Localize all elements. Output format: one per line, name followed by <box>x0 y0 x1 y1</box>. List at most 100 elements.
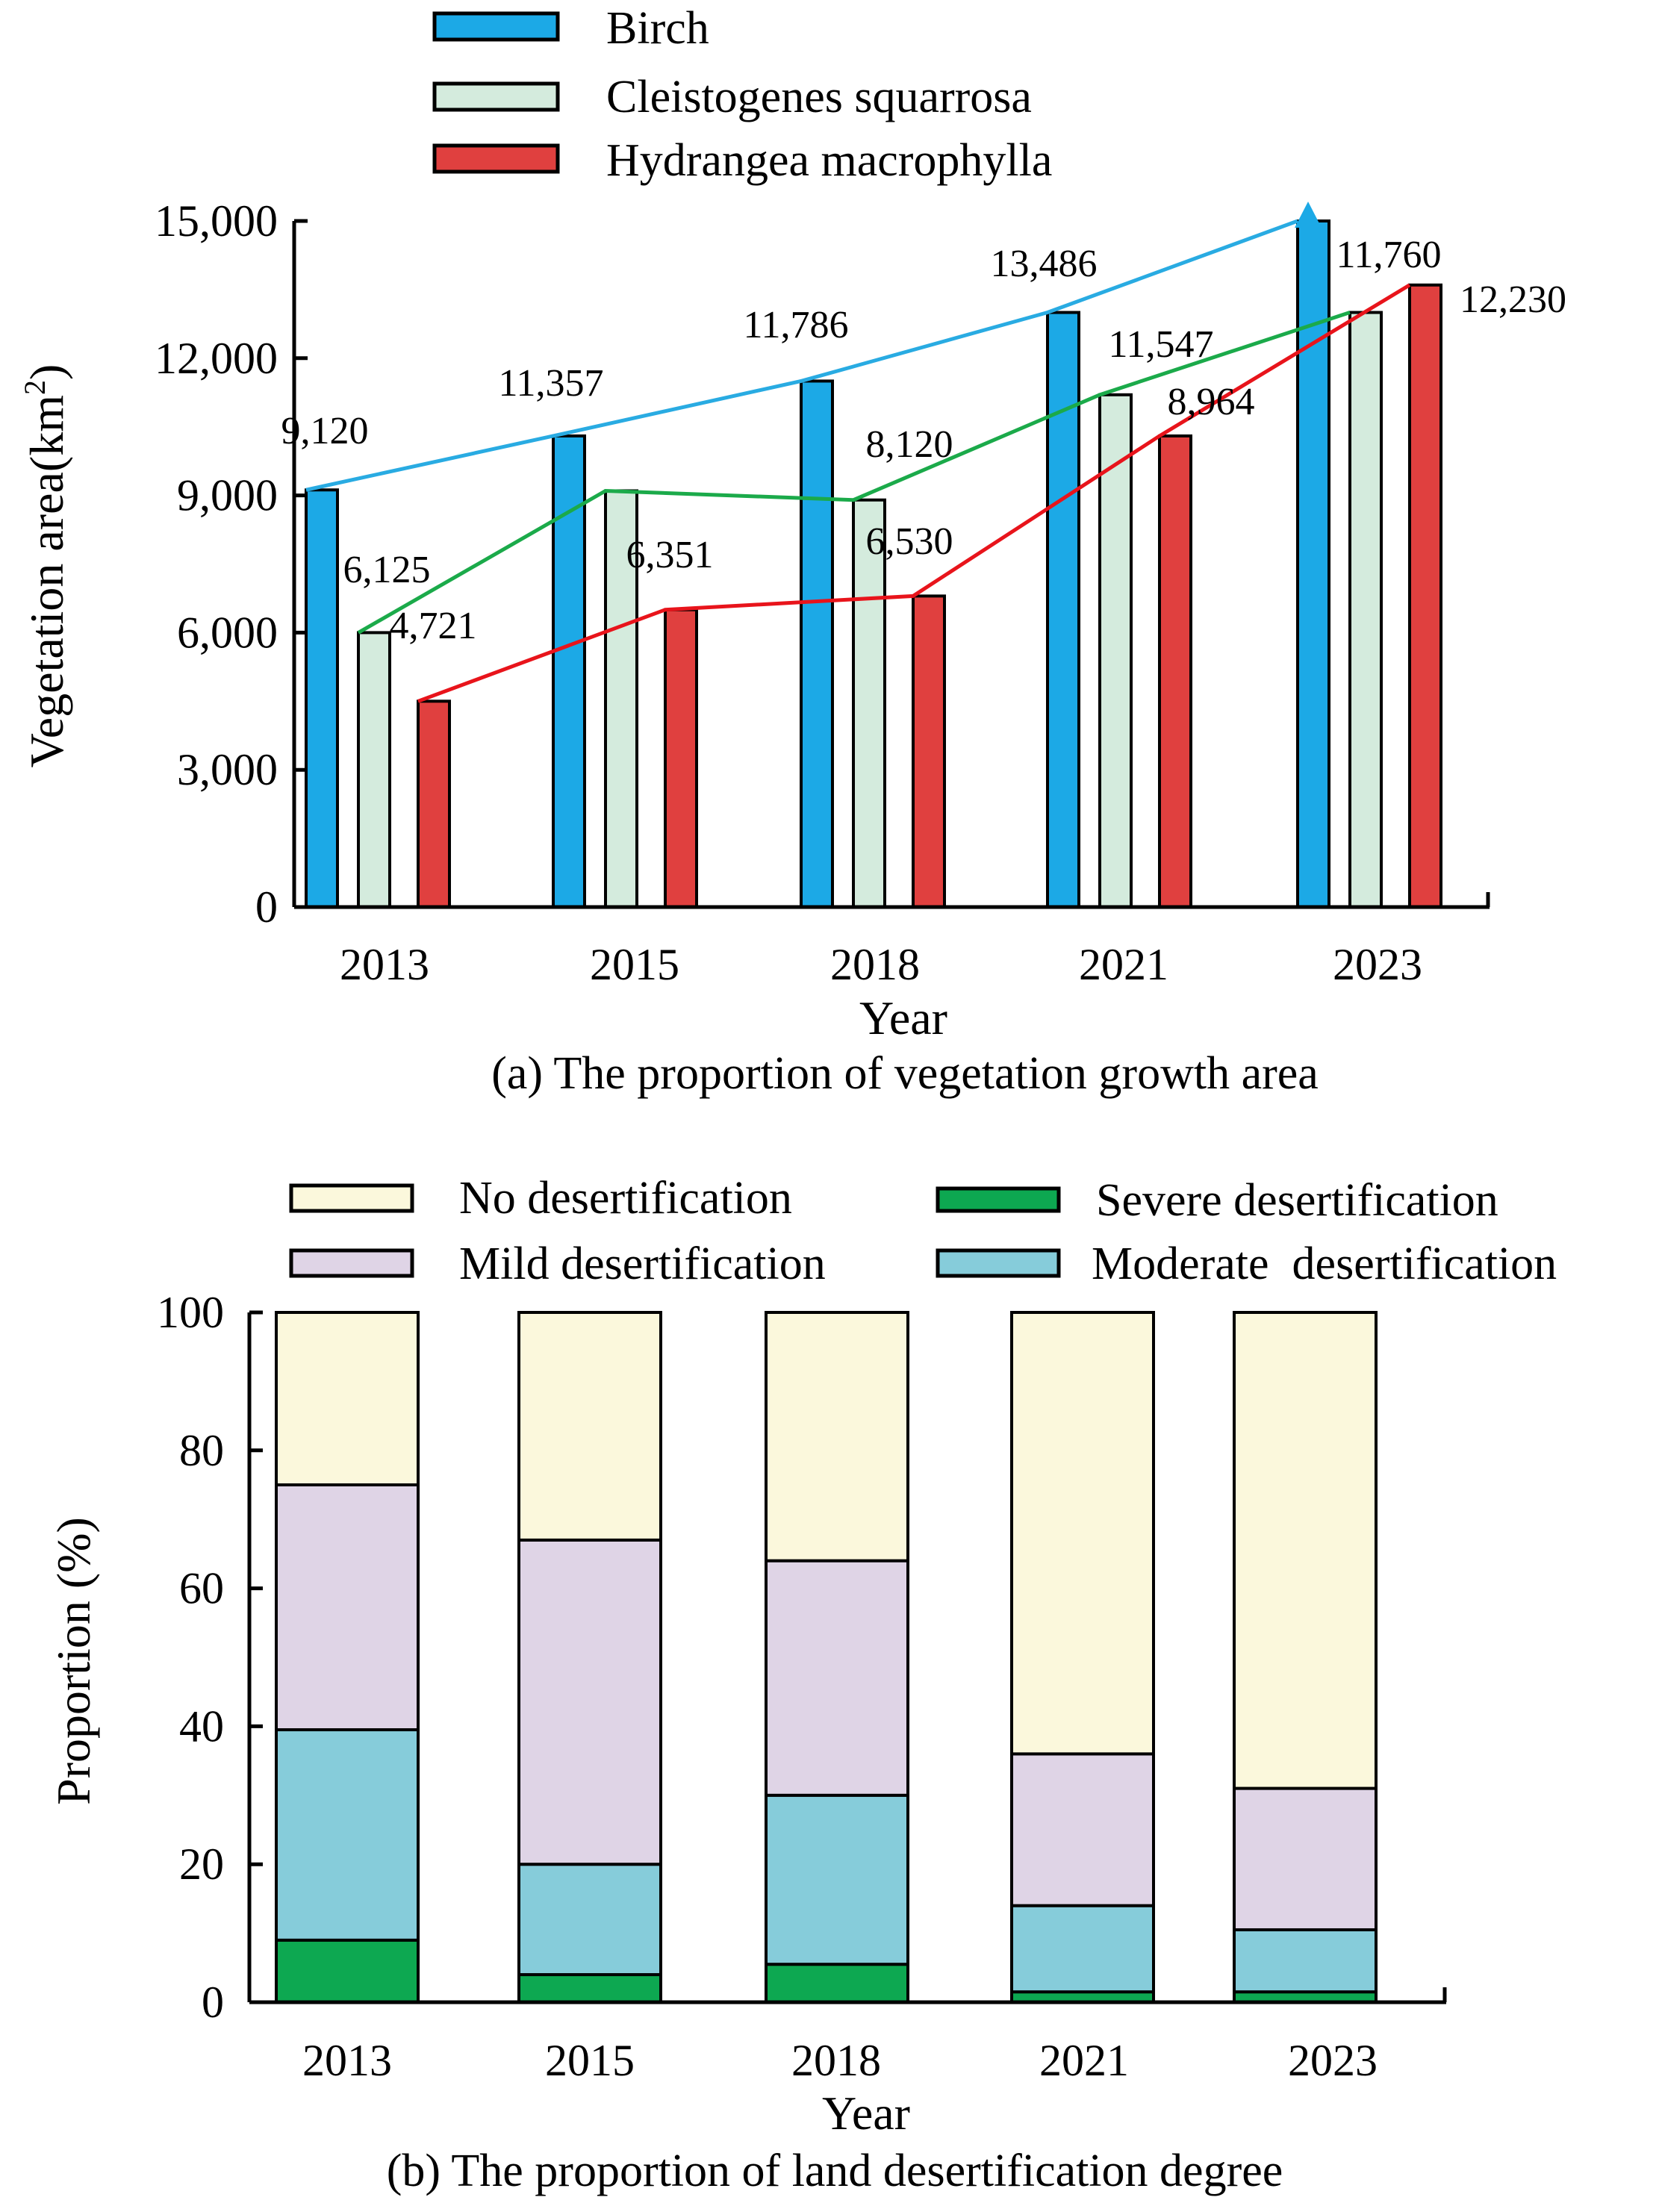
chart-a-trend-lines <box>305 219 1411 703</box>
bar-cleistogenes-squarrosa-2023 <box>1348 311 1383 909</box>
data-label-birch-2018: 11,786 <box>743 304 848 346</box>
chart-b-legend: No desertification Mild desertification … <box>289 1173 1557 1289</box>
legend-swatch-severe-desertification <box>936 1186 1061 1213</box>
trend-line-hydrangea-macrophylla <box>417 283 1411 703</box>
legend-label-moderate-desertification: Moderate desertification <box>1092 1239 1557 1289</box>
segment-mild-desertification-2015 <box>517 1538 662 1866</box>
chart-b-x-axis-title: Year <box>822 2087 910 2140</box>
chart-b-y-tick-label: 80 <box>179 1426 224 1475</box>
legend-label-birch: Birch <box>606 3 709 54</box>
data-label-birch-2021: 13,486 <box>991 243 1098 285</box>
segment-moderate-desertification-2013 <box>275 1728 420 1942</box>
chart-b-x-ticks: 2013 2015 2018 2021 2023 <box>302 2036 1378 2085</box>
chart-a-y-axis-title-close: ) <box>20 364 73 380</box>
chart-a: Birch Cleistogenes squarrosa Hydrangea m… <box>18 3 1566 1099</box>
data-label-birch-2015: 11,357 <box>498 362 603 405</box>
chart-b-y-tick-label: 60 <box>179 1564 224 1613</box>
chart-a-y-axis-title: Vegetation area(km2) <box>18 364 73 768</box>
segment-moderate-desertification-2018 <box>765 1793 909 1966</box>
chart-a-y-ticks: 0 3,000 6,000 9,000 12,000 15,000 <box>155 196 308 932</box>
chart-b-x-tick-label: 2013 <box>302 2036 392 2085</box>
segment-mild-desertification-2023 <box>1233 1786 1378 1931</box>
segment-moderate-desertification-2023 <box>1233 1928 1378 1994</box>
segment-moderate-desertification-2015 <box>517 1863 662 1977</box>
legend-label-no-desertification: No desertification <box>459 1173 792 1224</box>
trend-line-birch <box>305 219 1298 492</box>
chart-a-y-tick-label: 3,000 <box>177 745 278 794</box>
chart-b-y-tick-label: 40 <box>179 1701 224 1751</box>
chart-b-axes <box>247 1312 1447 2004</box>
data-label-cleistogenes-squarrosa-2023: 11,760 <box>1336 234 1441 276</box>
bar-birch-2013 <box>305 488 339 909</box>
legend-label-severe-desertification: Severe desertification <box>1096 1175 1498 1226</box>
legend-swatch-mild-desertification <box>289 1248 414 1278</box>
legend-label-mild-desertification: Mild desertification <box>459 1239 826 1289</box>
data-label-hydrangea-macrophylla-2023: 12,230 <box>1460 278 1566 321</box>
chart-a-x-tick-label: 2013 <box>340 940 429 989</box>
bar-hydrangea-macrophylla-2023 <box>1408 283 1442 909</box>
bar-cleistogenes-squarrosa-2018 <box>852 498 886 909</box>
chart-a-x-tick-label: 2015 <box>590 940 679 989</box>
chart-a-axes <box>292 221 1490 909</box>
data-label-hydrangea-macrophylla-2015: 6,351 <box>626 534 714 576</box>
legend-swatch-cleistogenes <box>432 81 560 112</box>
chart-a-caption: (a) The proportion of vegetation growth … <box>491 1048 1319 1099</box>
chart-a-y-tick-label: 12,000 <box>155 334 278 383</box>
bar-hydrangea-macrophylla-2021 <box>1158 434 1192 909</box>
chart-a-y-tick-label: 9,000 <box>177 471 278 520</box>
chart-b-x-tick-label: 2018 <box>791 2036 881 2085</box>
segment-mild-desertification-2018 <box>765 1559 909 1797</box>
data-label-hydrangea-macrophylla-2018: 6,530 <box>866 520 953 563</box>
bar-hydrangea-macrophylla-2015 <box>664 608 698 909</box>
chart-b: No desertification Mild desertification … <box>47 1173 1557 2196</box>
chart-b-y-tick-label: 100 <box>157 1288 224 1337</box>
chart-a-x-tick-label: 2023 <box>1333 940 1422 989</box>
legend-swatch-moderate-desertification <box>936 1248 1061 1278</box>
segment-no-desertification-2021 <box>1010 1311 1155 1756</box>
chart-b-y-ticks: 0 20 40 60 80 100 <box>157 1288 263 2027</box>
legend-label-hydrangea: Hydrangea macrophylla <box>606 135 1052 186</box>
bar-hydrangea-macrophylla-2013 <box>417 700 451 909</box>
segment-moderate-desertification-2021 <box>1010 1904 1155 1994</box>
segment-no-desertification-2018 <box>765 1311 909 1563</box>
segment-no-desertification-2015 <box>517 1311 662 1542</box>
bar-birch-2021 <box>1046 311 1080 909</box>
chart-a-data-labels: 9,12011,35711,78613,4866,1258,12011,5471… <box>281 234 1567 647</box>
chart-b-bars <box>275 1311 1378 2004</box>
segment-no-desertification-2013 <box>275 1311 420 1486</box>
chart-a-y-tick-label: 6,000 <box>177 608 278 657</box>
segment-severe-desertification-2015 <box>517 1973 662 2004</box>
chart-b-x-tick-label: 2015 <box>545 2036 635 2085</box>
segment-severe-desertification-2018 <box>765 1963 909 2004</box>
legend-swatch-no-desertification <box>289 1183 414 1213</box>
bar-birch-2018 <box>800 379 834 909</box>
chart-a-x-ticks: 2013 2015 2018 2021 2023 <box>340 940 1422 989</box>
legend-swatch-birch <box>432 11 560 42</box>
chart-b-x-tick-label: 2021 <box>1039 2036 1129 2085</box>
data-label-hydrangea-macrophylla-2021: 8,964 <box>1168 381 1255 423</box>
chart-a-x-tick-label: 2018 <box>830 940 920 989</box>
birch-arrowhead <box>1295 202 1322 228</box>
chart-b-y-axis-title: Proportion (%) <box>47 1517 100 1805</box>
legend-swatch-hydrangea <box>432 143 560 174</box>
segment-severe-desertification-2013 <box>275 1938 420 2004</box>
data-label-hydrangea-macrophylla-2013: 4,721 <box>390 605 477 647</box>
chart-a-y-tick-label: 0 <box>255 882 278 932</box>
chart-a-x-axis-title: Year <box>859 991 947 1044</box>
chart-b-caption: (b) The proportion of land desertificati… <box>387 2146 1283 2196</box>
data-label-cleistogenes-squarrosa-2021: 11,547 <box>1108 323 1213 366</box>
segment-mild-desertification-2021 <box>1010 1752 1155 1907</box>
segment-mild-desertification-2013 <box>275 1483 420 1732</box>
chart-b-y-tick-label: 20 <box>179 1839 224 1889</box>
chart-a-y-axis-title-text: Vegetation area(km <box>20 395 73 767</box>
chart-a-y-tick-label: 15,000 <box>155 196 278 246</box>
trend-line-cleistogenes-squarrosa <box>357 311 1351 635</box>
chart-a-legend: Birch Cleistogenes squarrosa Hydrangea m… <box>432 3 1052 186</box>
data-label-cleistogenes-squarrosa-2013: 6,125 <box>343 549 431 591</box>
legend-label-cleistogenes: Cleistogenes squarrosa <box>606 72 1032 122</box>
data-label-cleistogenes-squarrosa-2018: 8,120 <box>866 423 953 466</box>
chart-b-y-tick-label: 0 <box>202 1978 224 2027</box>
chart-b-x-tick-label: 2023 <box>1288 2036 1378 2085</box>
bar-hydrangea-macrophylla-2018 <box>912 594 946 909</box>
